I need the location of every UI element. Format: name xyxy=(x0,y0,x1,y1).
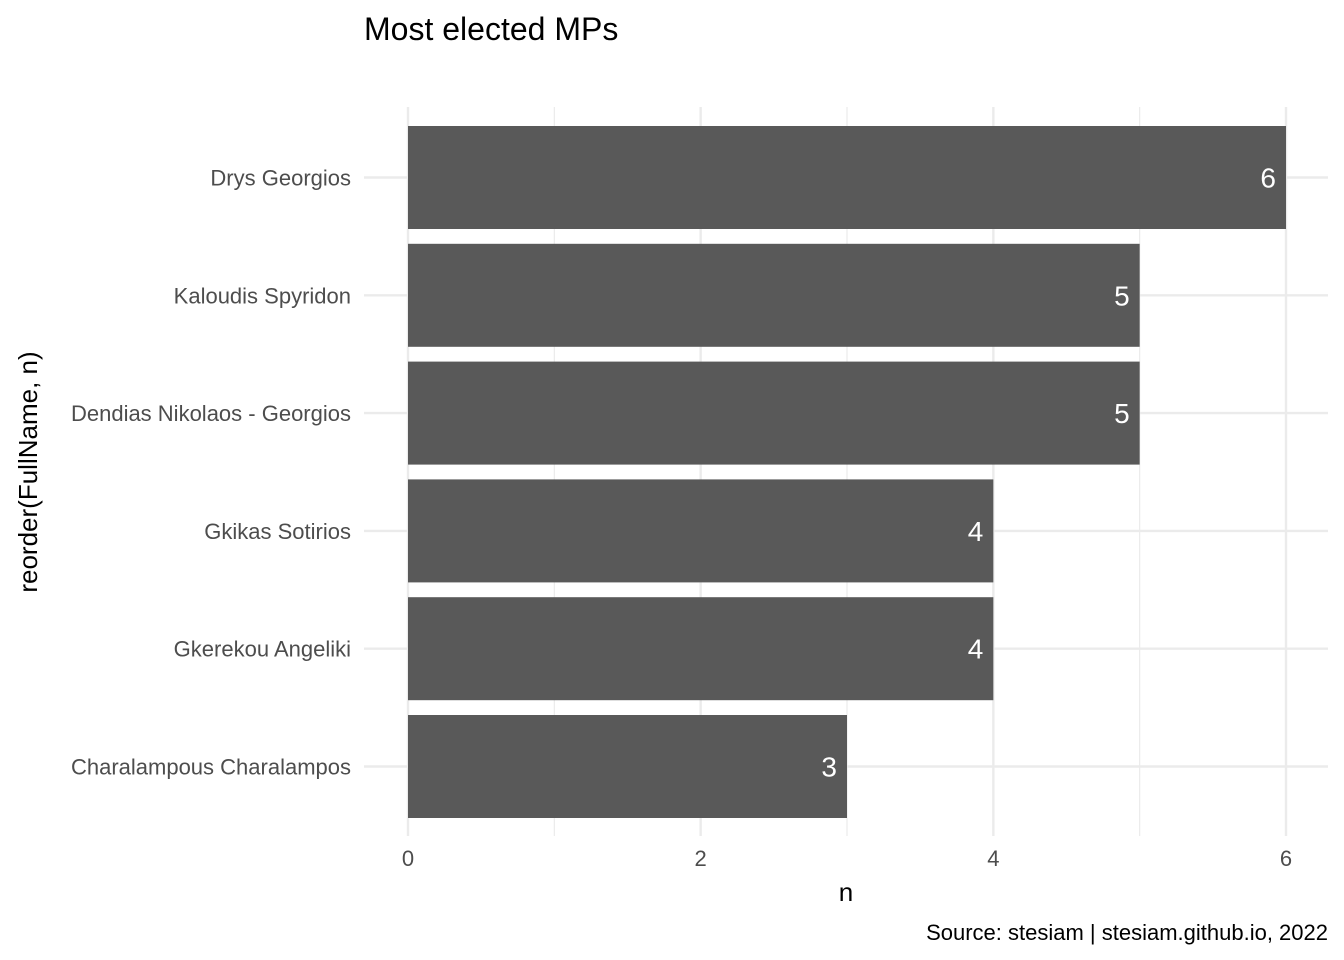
x-tick-label: 2 xyxy=(695,846,707,871)
bar xyxy=(408,126,1286,229)
bar xyxy=(408,243,1140,347)
x-tick-labels: 0 2 4 6 xyxy=(402,846,1292,871)
data-label: 5 xyxy=(1114,398,1130,429)
data-label: 3 xyxy=(821,752,837,783)
category-label: Charalampous Charalampos xyxy=(71,755,351,780)
category-label: Drys Georgios xyxy=(210,166,351,191)
data-labels: 6 5 5 4 4 3 xyxy=(821,163,1276,783)
chart-caption: Source: stesiam | stesiam.github.io, 202… xyxy=(926,920,1328,945)
category-label: Kaloudis Spyridon xyxy=(174,283,351,308)
category-label: Dendias Nikolaos - Georgios xyxy=(71,401,351,426)
bar xyxy=(408,715,847,818)
data-label: 4 xyxy=(968,634,984,665)
y-axis-title: reorder(FullName, n) xyxy=(13,351,43,592)
x-tick-label: 4 xyxy=(987,846,999,871)
bar xyxy=(408,597,994,701)
bars xyxy=(408,126,1286,818)
category-label: Gkikas Sotirios xyxy=(204,519,351,544)
chart-title: Most elected MPs xyxy=(364,11,618,47)
bar xyxy=(408,479,994,583)
x-tick-label: 0 xyxy=(402,846,414,871)
data-label: 4 xyxy=(968,516,984,547)
category-labels: Drys Georgios Kaloudis Spyridon Dendias Ni… xyxy=(71,166,351,780)
category-label: Gkerekou Angeliki xyxy=(174,637,351,662)
bar xyxy=(408,361,1140,465)
data-label: 5 xyxy=(1114,280,1130,311)
x-tick-label: 6 xyxy=(1280,846,1292,871)
data-label: 6 xyxy=(1260,163,1276,194)
x-axis-title: n xyxy=(839,877,853,907)
